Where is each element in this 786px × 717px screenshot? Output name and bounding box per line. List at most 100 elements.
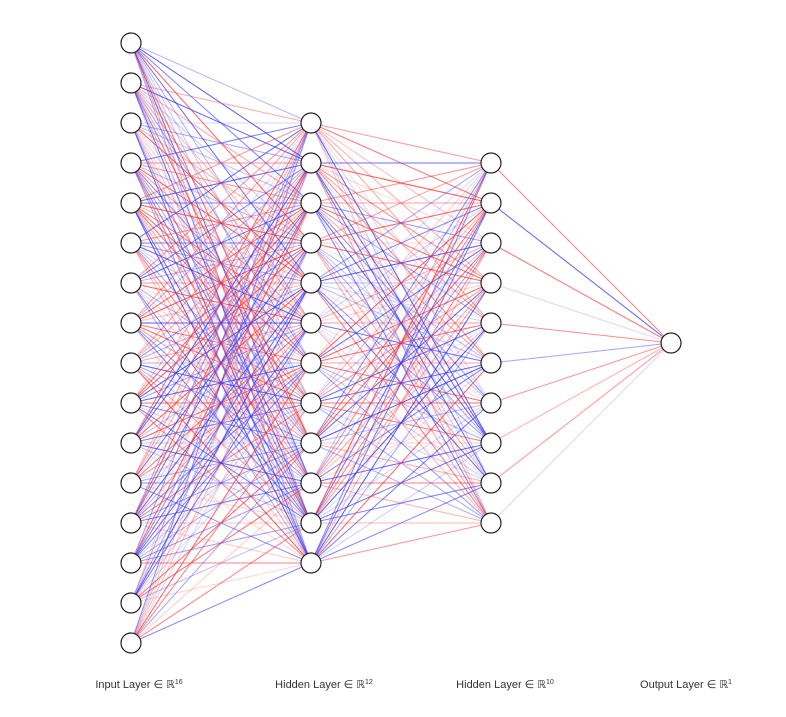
edge-l1-8-5 bbox=[310, 362, 492, 444]
hidden1-node-7 bbox=[300, 392, 322, 414]
hidden2-node-1 bbox=[480, 192, 502, 214]
edge-l1-11-2 bbox=[310, 242, 492, 564]
edge-l0-13-1 bbox=[130, 162, 312, 564]
edge-l0-15-7 bbox=[130, 402, 312, 644]
edge-l0-8-0 bbox=[130, 122, 312, 364]
edge-l1-10-0 bbox=[310, 162, 492, 524]
edge-l1-11-5 bbox=[310, 362, 492, 564]
edge-l2-7-0 bbox=[490, 342, 672, 444]
edge-l0-15-0 bbox=[130, 122, 312, 644]
edge-l0-7-1 bbox=[130, 162, 312, 324]
edge-l0-15-3 bbox=[130, 242, 312, 644]
edge-l1-8-0 bbox=[310, 162, 492, 444]
edge-l2-5-0 bbox=[490, 342, 672, 364]
edge-l0-13-4 bbox=[130, 282, 312, 564]
input-node-7 bbox=[120, 312, 142, 334]
input-node-13 bbox=[120, 552, 142, 574]
edge-l0-14-0 bbox=[130, 122, 312, 604]
edge-l0-14-3 bbox=[130, 242, 312, 604]
edge-l0-15-10 bbox=[130, 522, 312, 644]
edge-l1-11-3 bbox=[310, 282, 492, 564]
edge-l0-15-4 bbox=[130, 282, 312, 644]
edge-l0-15-5 bbox=[130, 322, 312, 644]
edge-l0-0-0 bbox=[130, 42, 312, 124]
hidden1-node-11 bbox=[300, 552, 322, 574]
edge-l1-7-0 bbox=[310, 162, 492, 404]
hidden1-node-1 bbox=[300, 152, 322, 174]
edge-l2-1-0 bbox=[490, 202, 672, 344]
edge-l1-11-9 bbox=[310, 522, 492, 564]
hidden2-node-5 bbox=[480, 352, 502, 374]
output-layer-label: Output Layer ∈ ℝ1 bbox=[640, 679, 732, 691]
input-layer-label: Input Layer ∈ ℝ16 bbox=[95, 679, 183, 691]
input-node-9 bbox=[120, 392, 142, 414]
edge-group bbox=[130, 42, 672, 644]
edge-l1-11-0 bbox=[310, 162, 492, 564]
edge-l0-13-7 bbox=[130, 402, 312, 564]
edge-l0-15-9 bbox=[130, 482, 312, 644]
edge-l1-9-0 bbox=[310, 162, 492, 484]
hidden2-node-6 bbox=[480, 392, 502, 414]
hidden1-node-2 bbox=[300, 192, 322, 214]
edge-l0-6-1 bbox=[130, 162, 312, 284]
hidden1-node-0 bbox=[300, 112, 322, 134]
hidden1-node-9 bbox=[300, 472, 322, 494]
hidden-layer-1-label: Hidden Layer ∈ ℝ12 bbox=[275, 679, 373, 691]
edge-l1-3-0 bbox=[310, 162, 492, 244]
edge-l0-15-11 bbox=[130, 562, 312, 644]
edge-l1-4-1 bbox=[310, 202, 492, 284]
hidden1-node-3 bbox=[300, 232, 322, 254]
edge-l1-11-4 bbox=[310, 322, 492, 564]
hidden2-node-9 bbox=[480, 512, 502, 534]
edge-l1-5-0 bbox=[310, 162, 492, 324]
edge-l0-14-2 bbox=[130, 202, 312, 604]
input-node-12 bbox=[120, 512, 142, 534]
edge-l0-1-0 bbox=[130, 82, 312, 124]
edge-l1-6-0 bbox=[310, 162, 492, 364]
edge-l1-11-8 bbox=[310, 482, 492, 564]
edge-l0-5-0 bbox=[130, 122, 312, 244]
hidden2-node-7 bbox=[480, 432, 502, 454]
edge-l1-9-4 bbox=[310, 322, 492, 484]
input-node-5 bbox=[120, 232, 142, 254]
hidden2-node-8 bbox=[480, 472, 502, 494]
edge-l0-14-10 bbox=[130, 522, 312, 604]
edge-l2-8-0 bbox=[490, 342, 672, 484]
edge-l0-15-6 bbox=[130, 362, 312, 644]
output-node-0 bbox=[660, 332, 682, 354]
edge-l0-10-0 bbox=[130, 122, 312, 444]
edge-l1-11-1 bbox=[310, 202, 492, 564]
edge-l0-3-0 bbox=[130, 122, 312, 164]
edge-l0-12-2 bbox=[130, 202, 312, 524]
edge-l0-7-0 bbox=[130, 122, 312, 324]
input-node-0 bbox=[120, 32, 142, 54]
edge-l1-0-0 bbox=[310, 122, 492, 164]
edge-l0-11-1 bbox=[130, 162, 312, 484]
edge-l0-13-3 bbox=[130, 242, 312, 564]
input-node-14 bbox=[120, 592, 142, 614]
edge-l0-12-0 bbox=[130, 122, 312, 524]
input-node-8 bbox=[120, 352, 142, 374]
hidden2-node-3 bbox=[480, 272, 502, 294]
input-node-4 bbox=[120, 192, 142, 214]
edge-l0-13-0 bbox=[130, 122, 312, 564]
hidden1-node-6 bbox=[300, 352, 322, 374]
edge-l0-15-8 bbox=[130, 442, 312, 644]
edge-l2-9-0 bbox=[490, 342, 672, 524]
input-node-10 bbox=[120, 432, 142, 454]
edge-l1-2-0 bbox=[310, 162, 492, 204]
edge-l2-0-0 bbox=[490, 162, 672, 344]
edge-l1-11-7 bbox=[310, 442, 492, 564]
edge-l2-2-0 bbox=[490, 242, 672, 344]
edge-l0-14-9 bbox=[130, 482, 312, 604]
hidden1-node-5 bbox=[300, 312, 322, 334]
edge-l0-15-1 bbox=[130, 162, 312, 644]
edge-l0-11-0 bbox=[130, 122, 312, 484]
hidden1-node-4 bbox=[300, 272, 322, 294]
node-group bbox=[120, 32, 682, 654]
hidden1-node-10 bbox=[300, 512, 322, 534]
input-node-1 bbox=[120, 72, 142, 94]
hidden-layer-2-label: Hidden Layer ∈ ℝ10 bbox=[456, 679, 554, 691]
